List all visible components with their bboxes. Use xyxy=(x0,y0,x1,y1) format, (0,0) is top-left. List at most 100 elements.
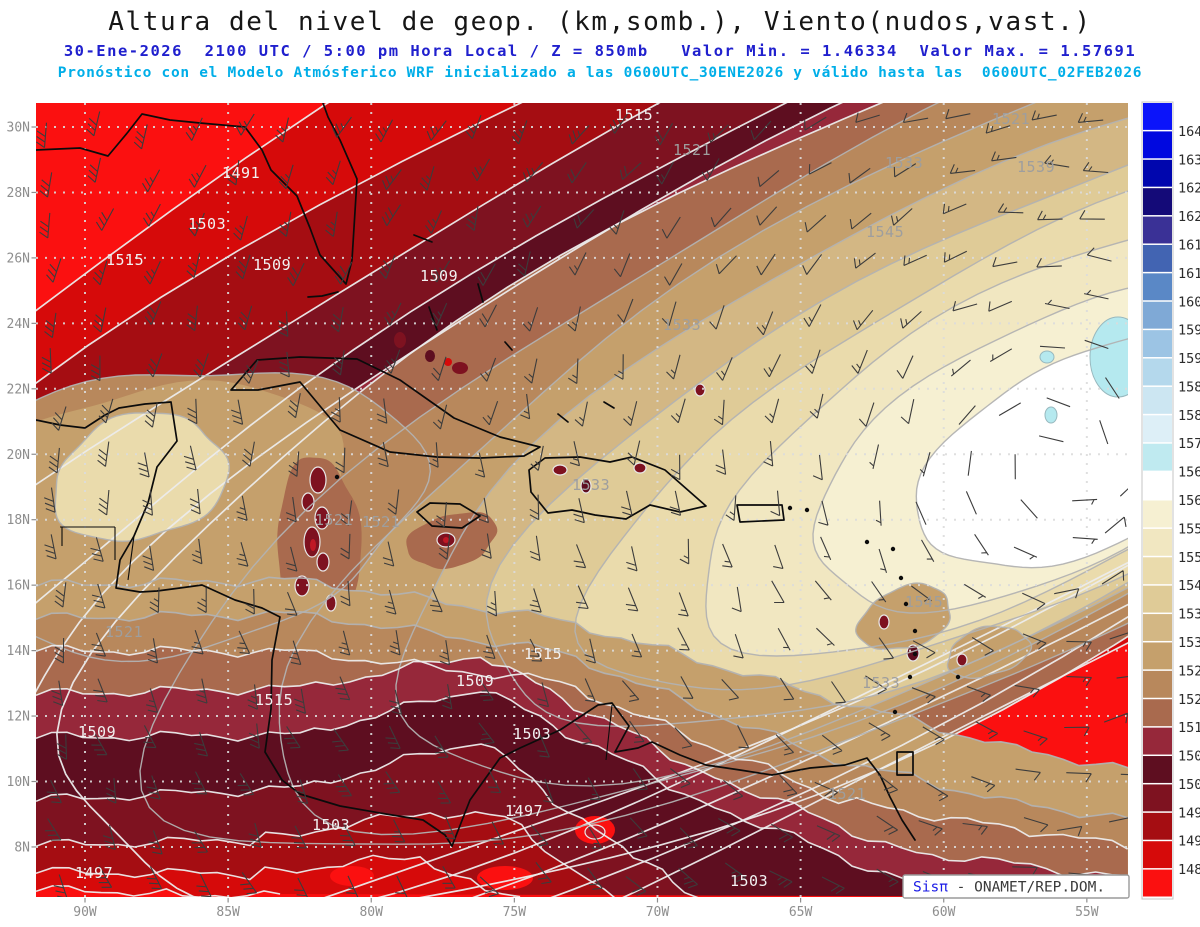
forecast-validity-line: Pronóstico con el Modelo Atmósferico WRF… xyxy=(57,65,1143,81)
height-speckle xyxy=(425,350,435,362)
contour-label: 1497 xyxy=(505,802,543,820)
coastline xyxy=(736,504,785,523)
island-dot xyxy=(903,601,909,607)
height-speckle xyxy=(694,383,706,397)
island-dot xyxy=(804,507,810,513)
contour-line xyxy=(36,610,1128,819)
colorbar-segment xyxy=(1143,585,1172,613)
height-speckle xyxy=(956,653,968,667)
coastline xyxy=(528,456,707,520)
coastline xyxy=(603,401,615,409)
height-speckle xyxy=(310,539,316,551)
border-line xyxy=(605,704,613,761)
lon-tick-label: 75W xyxy=(503,905,527,920)
contour-line xyxy=(574,190,1128,691)
contour-label: 1509 xyxy=(420,267,458,285)
colorbar-tick-label: 1521 xyxy=(1178,692,1200,708)
contour-line xyxy=(395,117,1128,787)
colorbar-tick-label: 1515 xyxy=(1178,720,1200,736)
cool-patch xyxy=(1089,316,1128,398)
contour-line xyxy=(36,691,1001,896)
watermark: Sisπ - ONAMET/REP.DOM. xyxy=(902,874,1130,899)
colorbar-segment xyxy=(1143,869,1172,897)
contour-label: 1545 xyxy=(905,593,943,611)
lon-tick-label: 65W xyxy=(789,905,813,920)
colorbar-segment xyxy=(1143,301,1172,329)
page-title: Altura del nivel de geop. (km,somb.), Vi… xyxy=(108,7,1092,37)
coastline xyxy=(896,751,914,776)
colorbar-segment xyxy=(1143,131,1172,159)
contour-line xyxy=(56,103,1128,897)
colorbar-tick-label: 1503 xyxy=(1178,777,1200,793)
contour-line xyxy=(36,854,521,897)
colorbar-segment xyxy=(1143,216,1172,244)
contour-line xyxy=(36,743,699,897)
colorbar-tick-label: 1539 xyxy=(1178,607,1200,623)
colorbar-segment xyxy=(1143,841,1172,869)
lat-tick-label: 22N xyxy=(7,382,30,397)
colorbar-tick-label: 1593 xyxy=(1178,351,1200,367)
height-speckle xyxy=(444,358,452,366)
contour-label: 1515 xyxy=(524,645,562,663)
lat-tick-label: 30N xyxy=(7,121,30,136)
colorbar-segment xyxy=(1143,557,1172,585)
colorbar-segment xyxy=(1143,273,1172,301)
colorbar-segment xyxy=(1143,670,1172,698)
height-speckle xyxy=(394,332,406,348)
height-speckle xyxy=(316,552,330,572)
island-dot xyxy=(955,674,961,680)
colorbar-segment xyxy=(1143,159,1172,187)
cool-patch xyxy=(1039,350,1055,364)
height-speckle xyxy=(314,506,330,530)
contour-label: 1521 xyxy=(105,623,143,641)
contour-label: 1533 xyxy=(663,316,701,334)
colorbar-tick-label: 1545 xyxy=(1178,578,1200,594)
height-speckle xyxy=(580,478,592,494)
colorbar-tick-label: 1491 xyxy=(1178,834,1200,850)
contour-label: 1521 xyxy=(673,141,711,159)
colorbar-tick-label: 1569 xyxy=(1178,465,1200,481)
height-speckle xyxy=(294,575,310,597)
colorbar-segment xyxy=(1143,386,1172,414)
contour-label: 1533 xyxy=(885,154,923,172)
colorbar-tick-label: 1509 xyxy=(1178,749,1200,765)
colorbar-tick-label: 1533 xyxy=(1178,635,1200,651)
contour-line xyxy=(36,885,281,897)
colorbar-segment xyxy=(1143,642,1172,670)
height-speckle xyxy=(633,462,647,474)
coastline xyxy=(36,401,453,847)
contour-label: 1515 xyxy=(615,106,653,124)
contour-label: 1533 xyxy=(572,476,610,494)
contour-label: 1509 xyxy=(78,723,116,741)
colorbar-tick-label: 1605 xyxy=(1178,294,1200,310)
island-dot xyxy=(864,539,870,545)
contour-label: 1503 xyxy=(730,872,768,890)
contour-label: 1521 xyxy=(992,110,1030,128)
lat-tick-label: 24N xyxy=(7,317,30,332)
colorbar-segment xyxy=(1143,188,1172,216)
contour-line xyxy=(36,644,1128,850)
colorbar-segment xyxy=(1143,103,1172,130)
contour-line xyxy=(705,239,1128,657)
colorbar-segment xyxy=(1143,699,1172,727)
contour-label: 1539 xyxy=(1017,158,1055,176)
colorbar-segment xyxy=(1143,244,1172,272)
cool-patch xyxy=(1044,406,1058,424)
colorbar-segment xyxy=(1143,614,1172,641)
colorbar-segment xyxy=(1143,812,1172,840)
height-speckle xyxy=(452,362,468,374)
lon-tick-label: 85W xyxy=(216,905,240,920)
contour-line xyxy=(36,372,432,663)
island-dot xyxy=(912,628,918,634)
graticule-grid xyxy=(36,103,1128,897)
colorbar-tick-label: 1635 xyxy=(1178,152,1200,168)
island-dot xyxy=(892,709,898,715)
contour-line xyxy=(278,103,1128,836)
height-speckle xyxy=(309,466,327,494)
height-speckle xyxy=(443,537,449,543)
contour-label: 1515 xyxy=(106,251,144,269)
